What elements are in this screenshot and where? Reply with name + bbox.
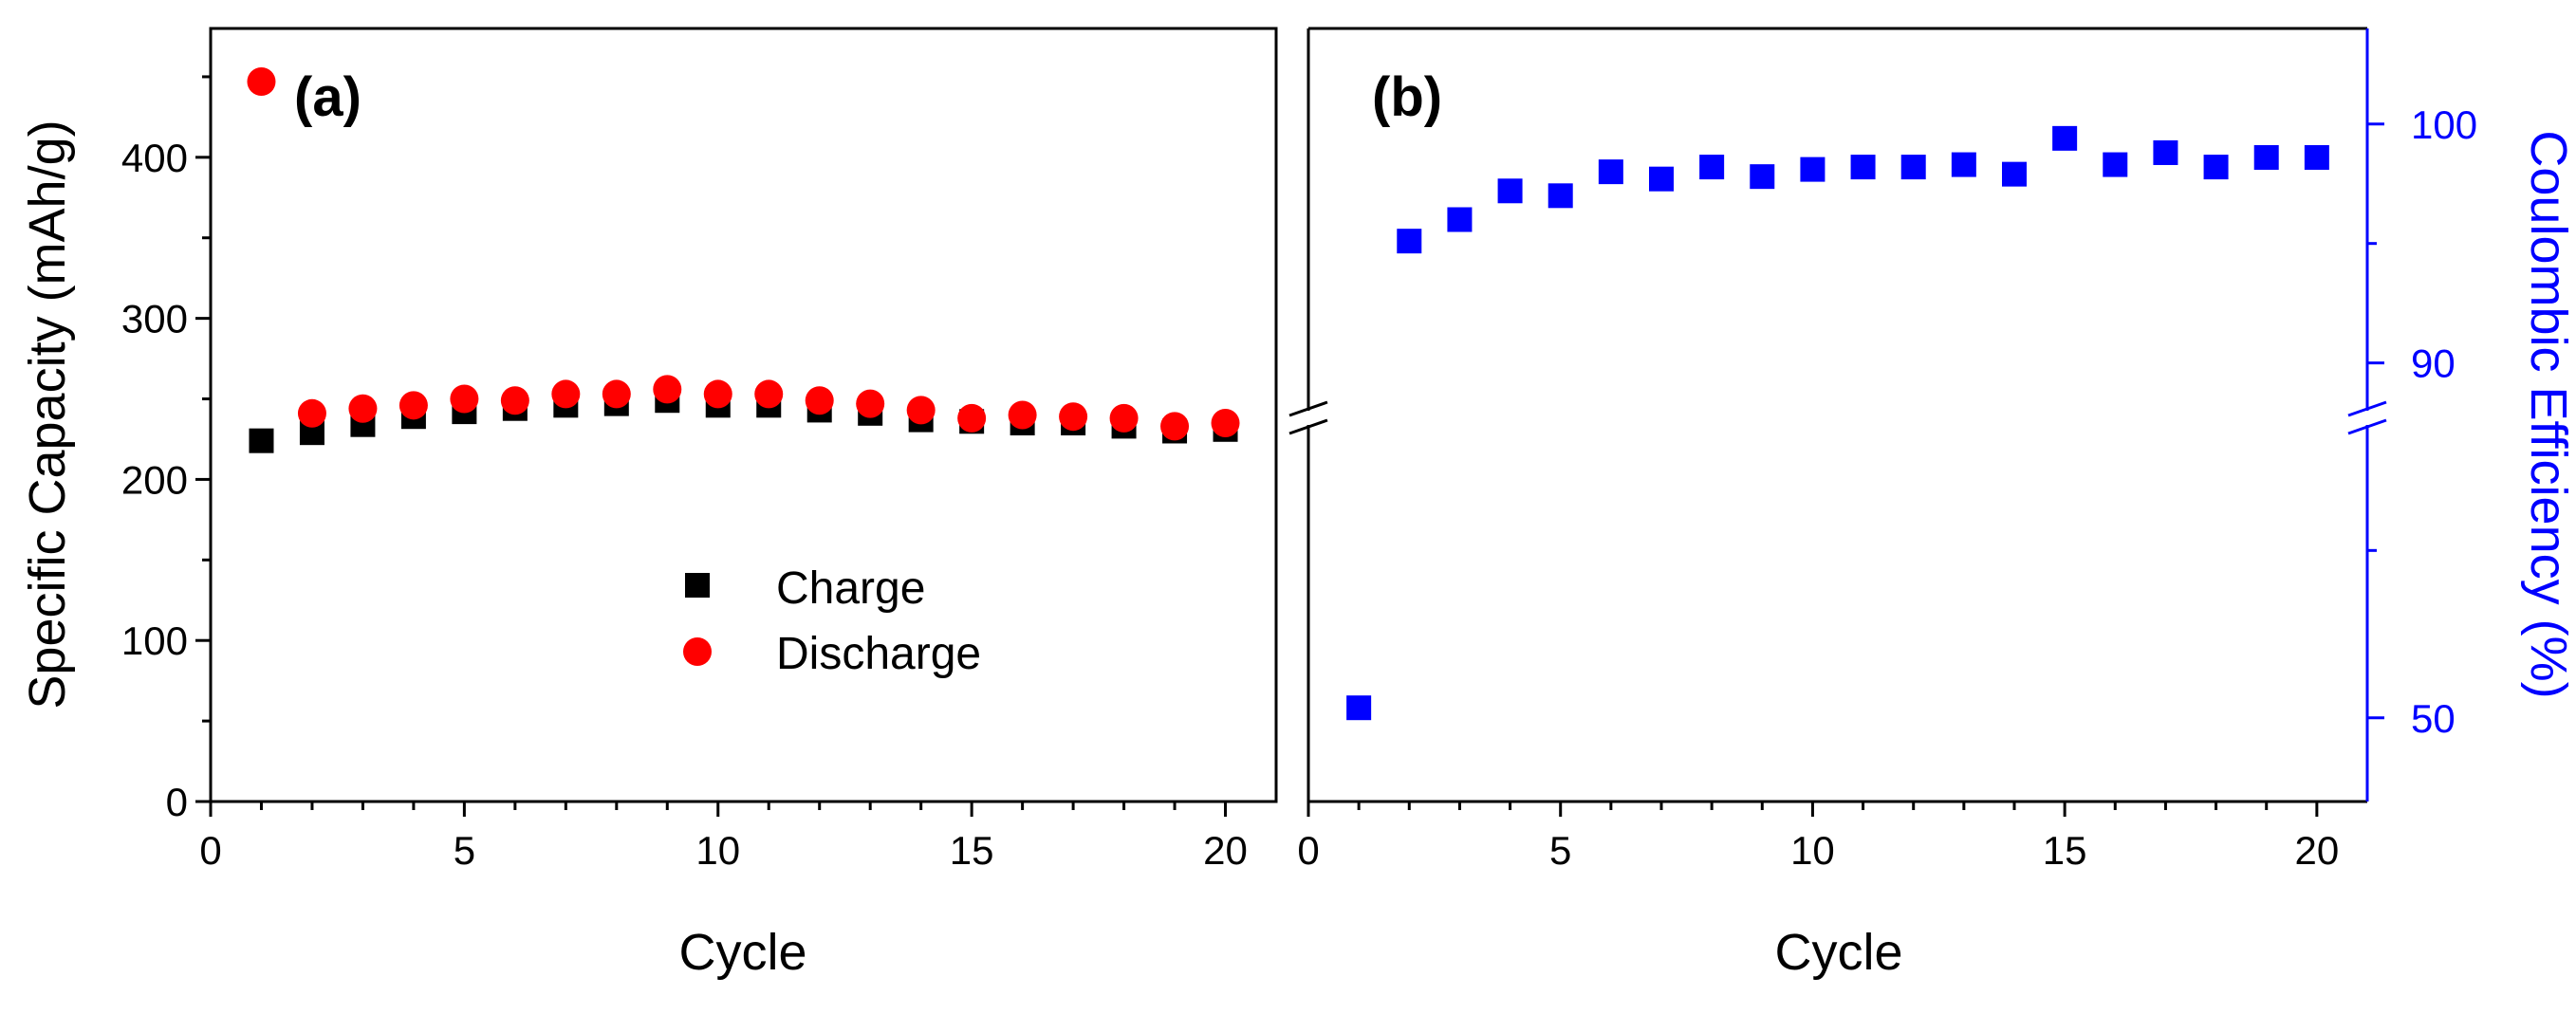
legend-discharge-marker (683, 637, 712, 666)
efficiency-point (1547, 183, 1573, 209)
efficiency-point (2304, 145, 2329, 171)
discharge-point (348, 394, 378, 423)
discharge-point (247, 67, 276, 97)
panel-a-x-tick-label: 20 (1203, 828, 1248, 873)
panel-a-x-tick-label: 0 (199, 828, 221, 873)
efficiency-point (1699, 155, 1725, 180)
efficiency-point (1649, 166, 1674, 192)
efficiency-point (1397, 229, 1422, 254)
panel-a-y-tick-label: 0 (166, 780, 188, 824)
panel-a-x-axis-title: Cycle (678, 924, 806, 981)
panel-b-y-axis-title: Coulombic Efficiency (%) (2520, 130, 2576, 698)
right-axis-break-mark (2347, 400, 2387, 417)
panel-a-y-tick-label: 200 (121, 457, 188, 502)
discharge-point (602, 379, 631, 409)
panel-a-y-tick-label: 100 (121, 618, 188, 663)
efficiency-point (1800, 157, 1825, 182)
discharge-point (653, 375, 682, 404)
discharge-point (1160, 412, 1190, 441)
efficiency-point (2203, 155, 2229, 180)
legend-discharge-label: Discharge (776, 629, 981, 679)
discharge-point (1109, 403, 1139, 433)
panel-a-x-tick-label: 5 (454, 828, 475, 873)
discharge-point (856, 389, 885, 418)
efficiency-point (1750, 164, 1775, 190)
discharge-point (398, 391, 428, 420)
discharge-point (754, 379, 784, 409)
panel-a-frame (209, 27, 1278, 803)
discharge-point (500, 386, 529, 415)
panel-b-y-tick-label: 90 (2411, 341, 2456, 386)
legend-charge-marker (685, 573, 710, 598)
discharge-point (805, 386, 834, 415)
panel-b-y-tick-label: 50 (2411, 696, 2456, 741)
efficiency-point (2153, 139, 2178, 165)
efficiency-point (2103, 152, 2128, 177)
panel-a-label: (a) (294, 66, 361, 128)
panel-b-x-axis-title: Cycle (1774, 924, 1902, 981)
discharge-point (906, 396, 936, 425)
panel-a-x-tick-label: 10 (695, 828, 740, 873)
efficiency-point (2002, 161, 2027, 187)
panel-b-x-tick-label: 10 (1790, 828, 1835, 873)
efficiency-point (1850, 155, 1876, 180)
efficiency-point (1598, 159, 1623, 185)
efficiency-point (1951, 152, 1976, 177)
panel-b-y-tick-label: 100 (2411, 102, 2477, 147)
panel-b-x-tick-label: 0 (1297, 828, 1319, 873)
panel-a-y-axis-title: Specific Capacity (mAh/g) (19, 120, 76, 709)
panel-a-x-tick-label: 15 (950, 828, 994, 873)
discharge-point (450, 384, 479, 414)
panel-b-x-tick-label: 15 (2043, 828, 2087, 873)
legend: Charge Discharge (683, 563, 981, 679)
efficiency-point (1447, 207, 1473, 232)
efficiency-point (2052, 125, 2078, 151)
legend-charge-label: Charge (776, 563, 925, 614)
panel-b-x-tick-label: 20 (2294, 828, 2339, 873)
panel-b-label: (b) (1372, 66, 1442, 128)
discharge-point (297, 398, 326, 428)
discharge-point (1059, 402, 1088, 432)
discharge-point (957, 403, 987, 433)
discharge-point (1008, 400, 1037, 430)
discharge-point (551, 379, 581, 409)
panel-b-x-tick-label: 5 (1549, 828, 1571, 873)
efficiency-point (1346, 695, 1372, 721)
discharge-point (703, 379, 732, 409)
efficiency-point (1900, 155, 1926, 180)
efficiency-point (1497, 178, 1523, 204)
left-axis-break-mark (1288, 400, 1328, 417)
right-axis-break-mark (2347, 418, 2387, 435)
marks-layer (247, 67, 2329, 721)
discharge-point (1211, 408, 1240, 437)
left-axis-break-mark (1288, 418, 1328, 435)
charge-point (249, 428, 274, 453)
efficiency-point (2253, 145, 2279, 171)
panel-a-y-tick-label: 400 (121, 136, 188, 180)
panel-a-y-tick-label: 300 (121, 297, 188, 341)
